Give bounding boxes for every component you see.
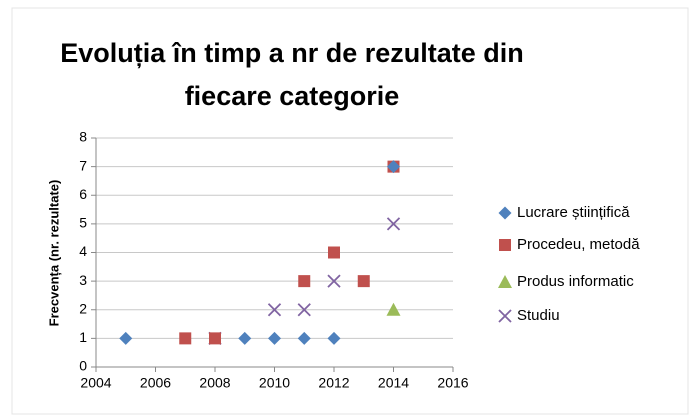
y-tick-label: 3 (79, 272, 87, 288)
x-tick-label: 2016 (437, 375, 468, 391)
marker-x (498, 309, 512, 323)
y-axis-label: Frecvența (nr. rezultate) (46, 180, 61, 327)
marker-diamond (268, 331, 281, 345)
chart-border (11, 7, 689, 415)
marker-square (357, 275, 370, 288)
legend-label: Lucrare științifică (517, 204, 630, 221)
marker-x (386, 217, 401, 231)
legend-label: Produs informatic (517, 273, 634, 290)
marker-triangle (386, 302, 401, 316)
y-tick-label: 4 (79, 243, 87, 259)
y-tick-label: 6 (79, 186, 87, 202)
chart-title: Evoluția în timp a nr de rezultate din (60, 38, 524, 68)
marker-diamond (327, 331, 341, 345)
y-tick-label: 7 (79, 157, 87, 173)
marker-diamond (498, 206, 512, 220)
y-tick-label: 1 (79, 329, 87, 345)
marker-square (209, 332, 221, 345)
legend-label: Procedeu, metodă (517, 236, 640, 253)
marker-square (179, 332, 192, 345)
x-tick-label: 2004 (80, 375, 111, 391)
marker-square (298, 275, 311, 288)
y-tick-label: 0 (79, 358, 87, 374)
marker-square (328, 246, 340, 259)
y-tick-label: 8 (79, 129, 87, 145)
x-tick-label: 2012 (318, 375, 349, 391)
x-tick-label: 2006 (140, 375, 171, 391)
marker-x (327, 274, 341, 288)
x-tick-label: 2014 (378, 375, 409, 391)
marker-x (267, 303, 282, 317)
marker-x (297, 303, 311, 317)
legend-label: Studiu (517, 307, 560, 324)
x-tick-label: 2008 (199, 375, 230, 391)
marker-diamond (387, 160, 400, 174)
y-tick-label: 2 (79, 300, 87, 316)
marker-square (499, 239, 511, 251)
marker-diamond (119, 331, 133, 345)
marker-triangle (498, 275, 512, 288)
marker-diamond (297, 331, 311, 345)
chart-title: fiecare categorie (185, 81, 400, 111)
x-tick-label: 2010 (259, 375, 290, 391)
y-tick-label: 5 (79, 215, 87, 231)
marker-diamond (238, 331, 252, 345)
